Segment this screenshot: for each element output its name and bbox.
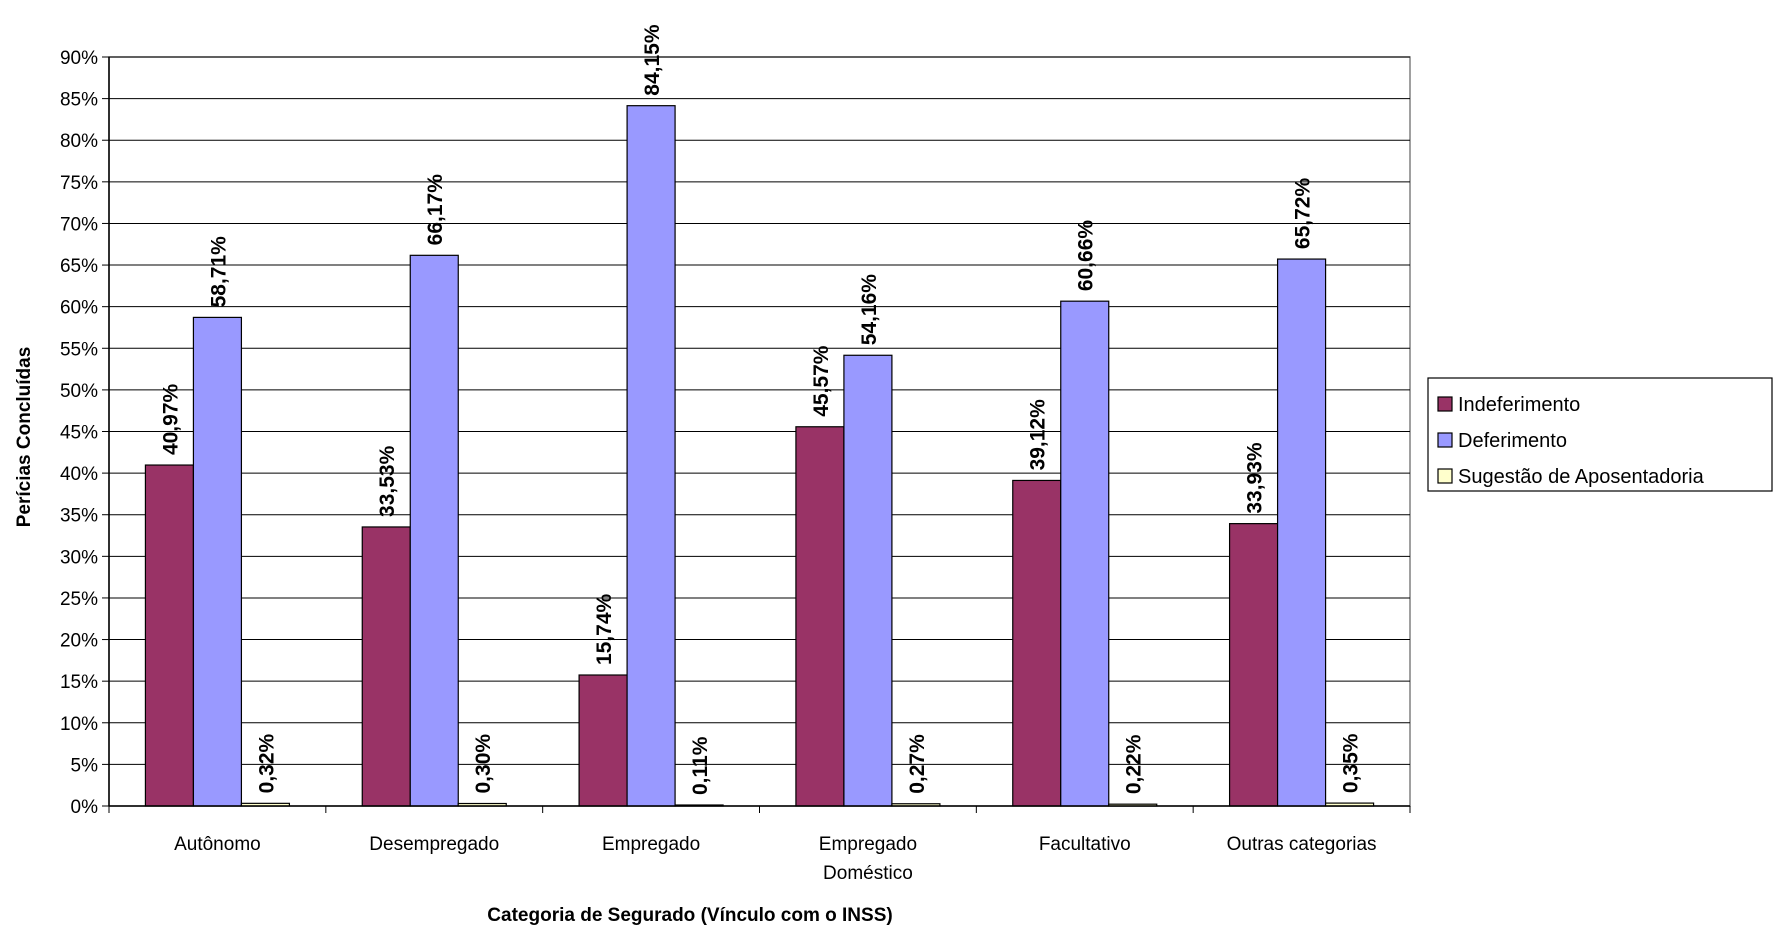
bar-indeferimento [1012, 479, 1062, 807]
data-label: 0,27% [906, 734, 929, 794]
data-labels: 40,97% 58,71% 0,32% 33,53% 66,17% 0,30% 15,74%… [159, 24, 1362, 795]
legend-swatch [1437, 396, 1453, 412]
y-tick-label: 30% [60, 547, 98, 568]
bar-indeferimento [578, 674, 628, 807]
data-label: 0,32% [255, 733, 278, 793]
data-label: 33,53% [376, 445, 399, 517]
bars [144, 105, 1375, 807]
y-tick-label: 70% [60, 214, 98, 235]
bar-indeferimento [361, 526, 411, 807]
bar-indeferimento [795, 426, 845, 807]
legend-entry: Indeferimento [1458, 394, 1580, 416]
y-tick-label: 50% [60, 381, 98, 402]
bar-deferimento [1276, 258, 1327, 807]
legend-box [1427, 377, 1773, 492]
y-tick-label: 55% [60, 339, 98, 360]
x-category-label: Outras categorias [1227, 834, 1377, 855]
bar-deferimento [409, 254, 459, 807]
y-tick-label: 15% [60, 672, 98, 693]
data-label: 65,72% [1292, 178, 1315, 250]
data-label: 45,57% [810, 345, 833, 417]
data-label: 58,71% [207, 236, 230, 308]
bar-deferimento [626, 105, 676, 807]
y-tick-label: 40% [60, 464, 98, 485]
legend-swatch [1437, 432, 1453, 448]
x-category-label: Empregado [819, 834, 917, 855]
y-tick-label: 45% [60, 423, 98, 444]
bar-deferimento [843, 354, 893, 807]
y-tick-label: 75% [60, 173, 98, 194]
data-label: 84,15% [641, 24, 664, 96]
bar-deferimento [1060, 300, 1110, 807]
data-label: 0,11% [689, 736, 712, 795]
y-tick-label: 25% [60, 589, 98, 610]
y-tick-label: 85% [60, 90, 98, 111]
bar-indeferimento [144, 464, 195, 807]
legend-entry: Deferimento [1458, 430, 1567, 452]
y-tick-label: 10% [60, 714, 98, 735]
data-label: 66,17% [424, 174, 447, 246]
data-label: 0,35% [1340, 733, 1363, 793]
x-category-label: Facultativo [1039, 834, 1131, 855]
data-label: 39,12% [1027, 399, 1050, 471]
y-tick-label: 35% [60, 506, 98, 527]
y-tick-label: 60% [60, 298, 98, 319]
x-category-label: Doméstico [823, 863, 913, 884]
data-label: 15,74% [593, 593, 616, 665]
y-tick-label: 65% [60, 256, 98, 277]
y-tick-label: 80% [60, 131, 98, 152]
y-tick-label: 90% [60, 48, 98, 69]
y-axis-title: Perícias Concluídas [14, 347, 35, 528]
x-axis-title: Categoria de Segurado (Vínculo com o INS… [487, 905, 892, 926]
bar-indeferimento [1228, 523, 1279, 807]
data-label: 0,30% [472, 734, 495, 794]
data-label: 33,93% [1244, 442, 1267, 514]
axes: 0% 5% 10% 15% 20% 25% 30% 35% 40% 45% 50% 55% 60% 65%… [60, 48, 1411, 884]
data-label: 40,97% [159, 383, 182, 455]
x-category-label: Autônomo [174, 834, 261, 855]
legend: Indeferimento Deferimento Sugestão de Apos… [1427, 377, 1773, 492]
data-label: 60,66% [1075, 220, 1098, 292]
bar-deferimento [192, 316, 243, 807]
legend-swatch [1437, 468, 1453, 484]
y-tick-label: 0% [71, 797, 99, 818]
legend-entry: Sugestão de Aposentadoria [1458, 466, 1705, 488]
data-label: 0,22% [1123, 734, 1146, 794]
y-tick-label: 20% [60, 631, 98, 652]
gridlines [108, 56, 1411, 807]
x-category-label: Empregado [602, 834, 700, 855]
y-tick-label: 5% [71, 755, 99, 776]
data-label: 54,16% [858, 274, 881, 346]
x-category-label: Desempregado [369, 834, 499, 855]
